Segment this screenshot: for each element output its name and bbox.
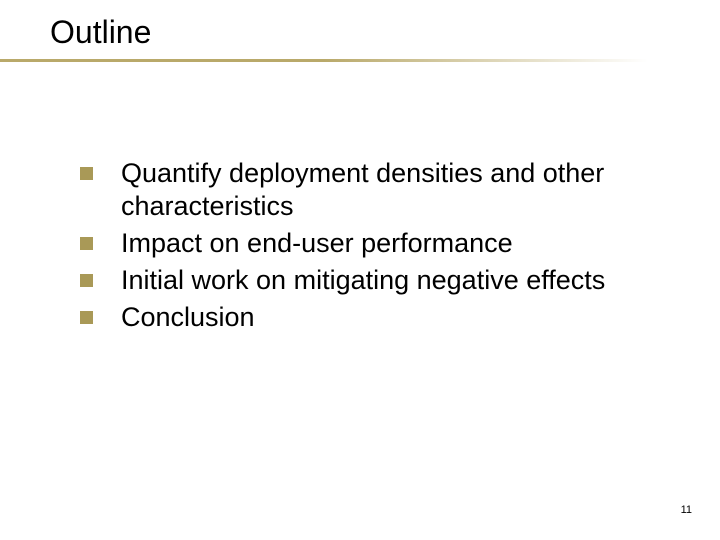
bullet-text: Conclusion bbox=[121, 301, 255, 334]
bullet-text: Impact on end-user performance bbox=[121, 227, 513, 260]
list-item: Quantify deployment densities and other … bbox=[80, 157, 660, 223]
bullet-square-icon bbox=[80, 311, 93, 324]
content-area: Quantify deployment densities and other … bbox=[0, 62, 720, 334]
list-item: Conclusion bbox=[80, 301, 660, 334]
bullet-text: Quantify deployment densities and other … bbox=[121, 157, 660, 223]
page-number: 11 bbox=[681, 504, 692, 516]
bullet-square-icon bbox=[80, 167, 93, 180]
list-item: Impact on end-user performance bbox=[80, 227, 660, 260]
bullet-square-icon bbox=[80, 237, 93, 250]
slide: Outline Quantify deployment densities an… bbox=[0, 0, 720, 540]
bullet-square-icon bbox=[80, 274, 93, 287]
bullet-text: Initial work on mitigating negative effe… bbox=[121, 264, 605, 297]
title-area: Outline bbox=[0, 0, 720, 59]
slide-title: Outline bbox=[50, 14, 720, 51]
list-item: Initial work on mitigating negative effe… bbox=[80, 264, 660, 297]
